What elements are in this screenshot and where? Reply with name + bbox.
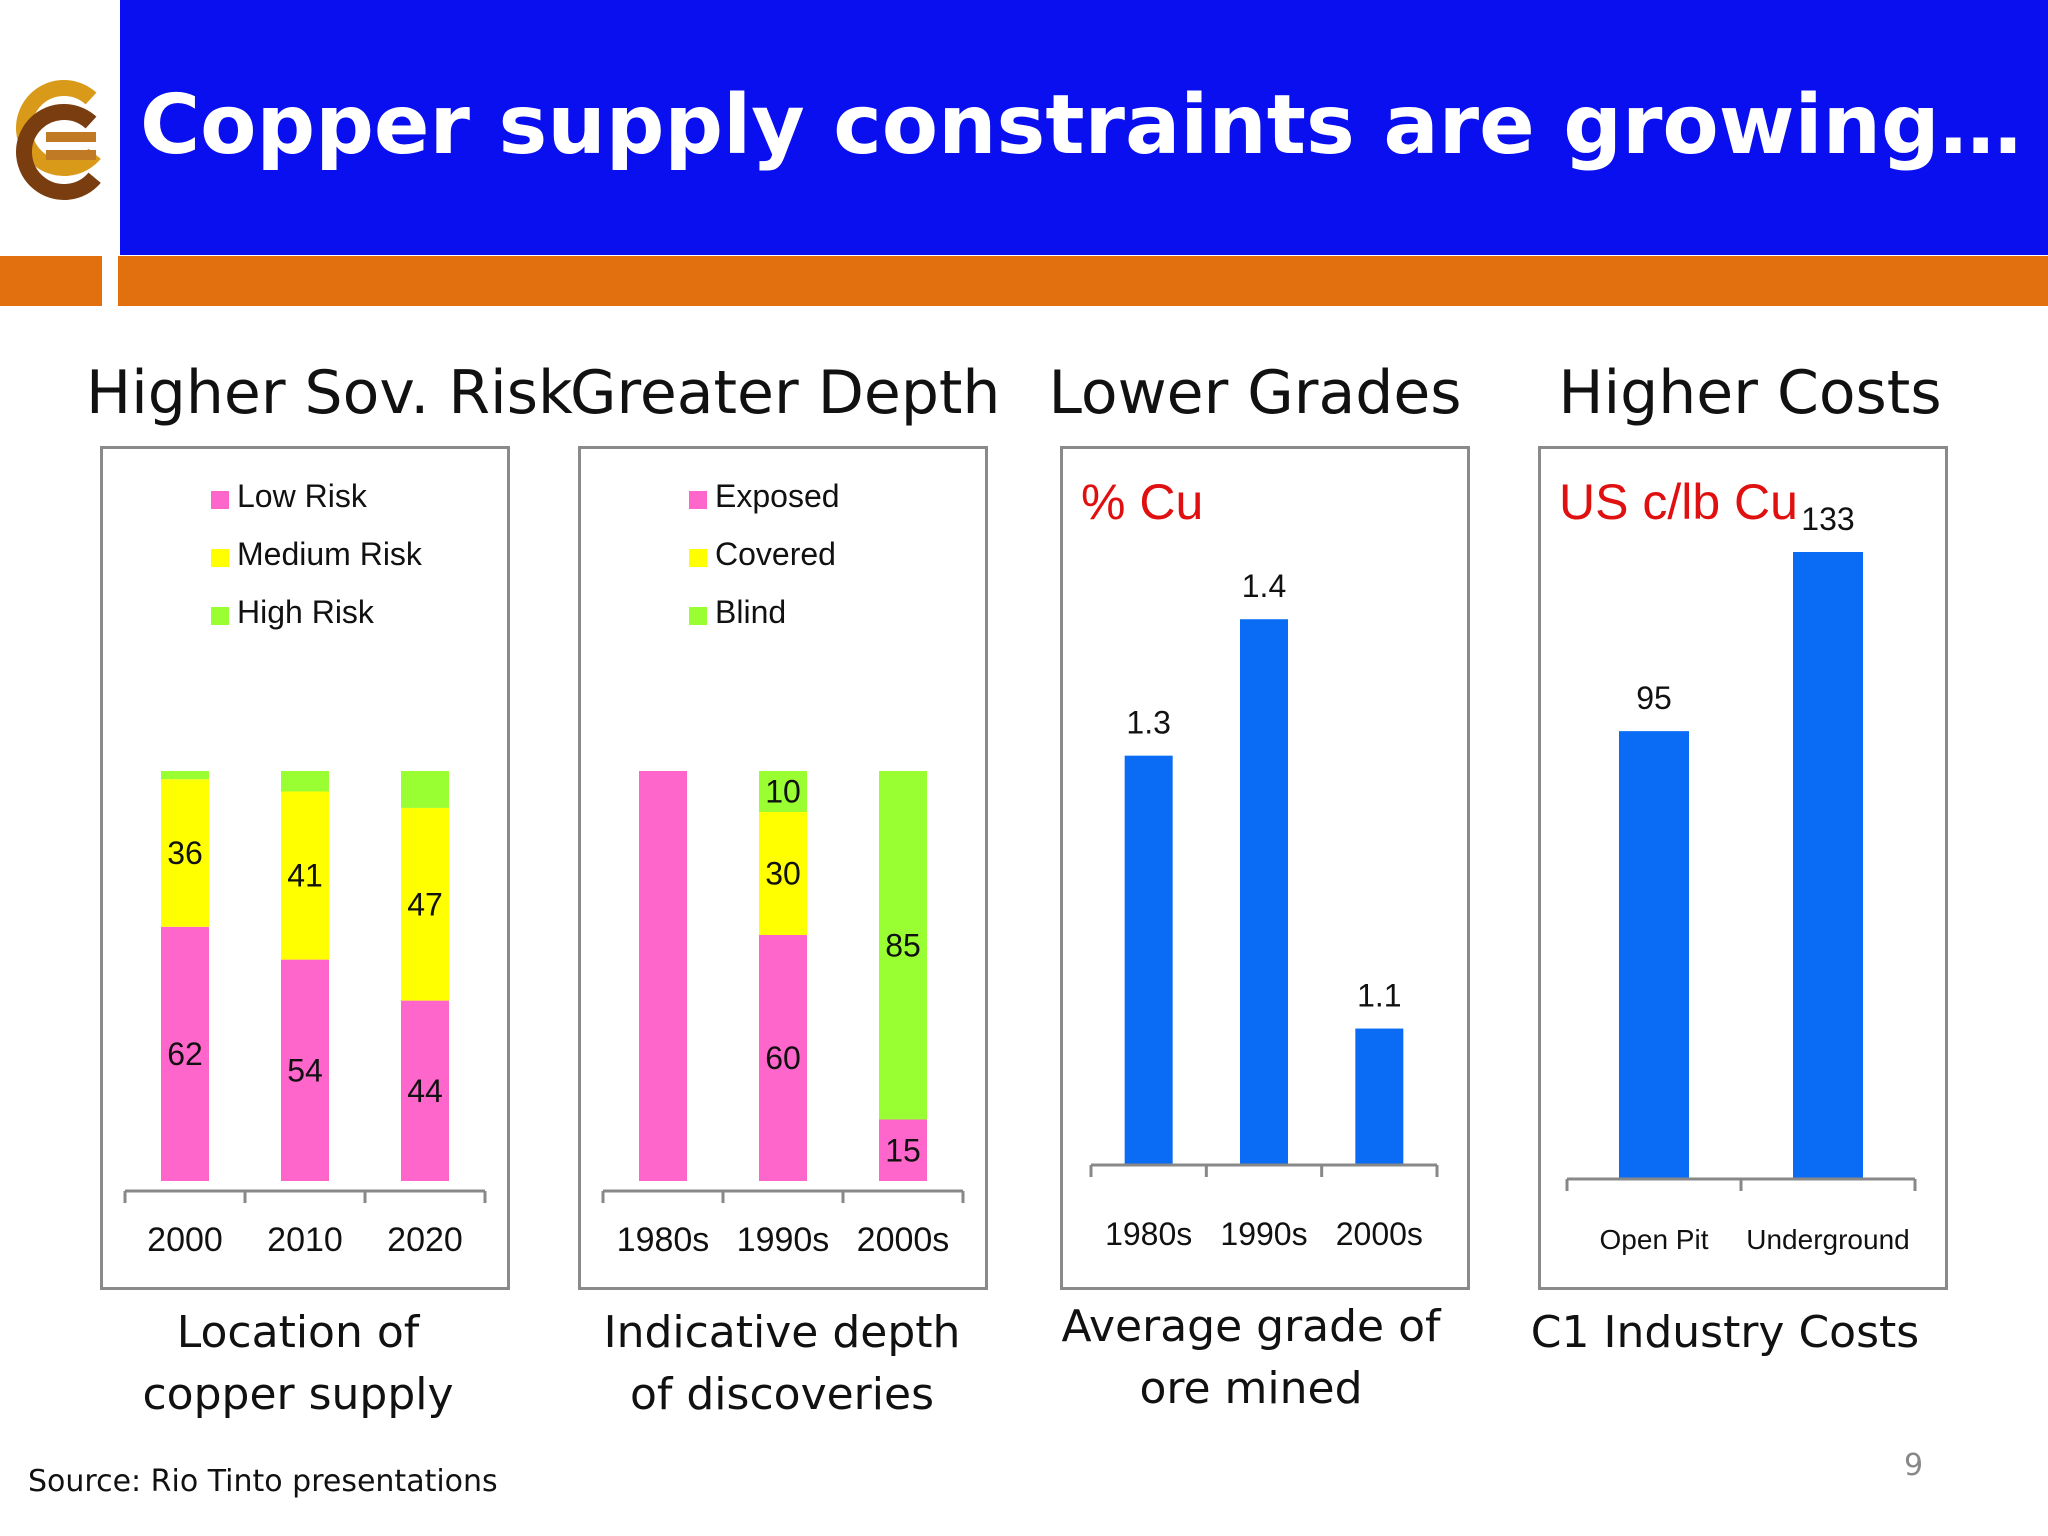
legend-label-blind: Blind xyxy=(715,594,786,630)
caption-line: ore mined xyxy=(1139,1363,1363,1414)
bar-segment-blind-1990s xyxy=(759,771,807,812)
legend-label-exposed: Exposed xyxy=(715,478,840,514)
panel-heading-costs: Higher Costs xyxy=(1558,358,1942,428)
data-label: 47 xyxy=(407,886,443,922)
accent-strip xyxy=(0,256,2048,306)
chart-panel-costs: US c/lb Cu 95 Open Pit 133 Underground xyxy=(1538,446,1948,1290)
unit-label: US c/lb Cu xyxy=(1559,474,1798,530)
x-tick-label-2000s: 2000s xyxy=(857,1221,950,1259)
legend-swatch-high-risk xyxy=(211,607,229,625)
x-tick-label-2000s: 2000s xyxy=(1336,1216,1423,1252)
legend-label-high-risk: High Risk xyxy=(237,594,375,630)
chart-panel-grades: % Cu 1.3 1980s 1.4 1990s 1.1 2000s xyxy=(1060,446,1470,1290)
bar-1990s xyxy=(1240,619,1288,1165)
bar-segment-high-risk-2000 xyxy=(161,771,209,780)
data-label: 133 xyxy=(1801,501,1854,537)
bar-2000s xyxy=(1355,1028,1404,1165)
legend-swatch-low-risk xyxy=(211,491,229,509)
data-label: 30 xyxy=(765,856,801,892)
x-tick-label-2000: 2000 xyxy=(147,1221,223,1259)
bar-segment-low-risk-2020 xyxy=(401,1000,449,1181)
data-label: 44 xyxy=(407,1073,443,1109)
legend-label-medium-risk: Medium Risk xyxy=(237,536,423,572)
data-label: 1.1 xyxy=(1357,978,1401,1014)
bar-segment-blind-2000s xyxy=(879,771,927,1120)
x-tick-label-2010: 2010 xyxy=(267,1221,343,1259)
data-label: 41 xyxy=(287,858,323,894)
data-label: 60 xyxy=(765,1040,801,1076)
page-number: 9 xyxy=(1904,1448,1924,1483)
legend-label-covered: Covered xyxy=(715,536,836,572)
x-tick-label-open-pit: Open Pit xyxy=(1600,1224,1709,1255)
title-banner xyxy=(120,0,2048,255)
chart-grades: % Cu 1.3 1980s 1.4 1990s 1.1 2000s xyxy=(1081,474,1439,1252)
slide-title: Copper supply constraints are growing… xyxy=(140,78,2022,173)
legend-swatch-medium-risk xyxy=(211,549,229,567)
caption-line: Indicative depth xyxy=(603,1307,961,1358)
bar-segment-high-risk-2020 xyxy=(401,771,449,808)
caption-sov-risk: Location of copper supply xyxy=(100,1302,496,1426)
chart-panel-depth: Exposed Covered Blind 1980s 60 30 10 1990s 15 85 2… xyxy=(578,446,988,1290)
copper-logo-icon xyxy=(16,80,112,200)
legend-label-low-risk: Low Risk xyxy=(237,478,368,514)
data-label: 1.4 xyxy=(1242,568,1286,604)
data-label: 1.3 xyxy=(1126,705,1170,741)
chart-costs: US c/lb Cu 95 Open Pit 133 Underground xyxy=(1559,474,1917,1255)
bar-segment-exposed-1990s xyxy=(759,935,807,1181)
x-tick-label-underground: Underground xyxy=(1746,1224,1909,1255)
bar-1980s xyxy=(1124,755,1173,1165)
unit-label: % Cu xyxy=(1081,474,1203,530)
chart-sov-risk: Low Risk Medium Risk High Risk 62 36 2000 54 41… xyxy=(123,478,487,1259)
caption-line: Average grade of xyxy=(1061,1301,1441,1352)
data-label: 85 xyxy=(885,927,921,963)
chart-panel-sov-risk: Low Risk Medium Risk High Risk 62 36 2000 54 41… xyxy=(100,446,510,1290)
source-note: Source: Rio Tinto presentations xyxy=(28,1464,498,1499)
x-tick-label-1980s: 1980s xyxy=(617,1221,710,1259)
bar-underground xyxy=(1793,552,1863,1179)
bar-segment-exposed-2000s xyxy=(879,1119,927,1181)
x-tick-label-2020: 2020 xyxy=(387,1221,463,1259)
x-tick-label-1990s: 1990s xyxy=(1220,1216,1307,1252)
caption-line: of discoveries xyxy=(629,1369,934,1420)
x-tick-label-1990s: 1990s xyxy=(737,1221,830,1259)
bar-segment-medium-risk-2000 xyxy=(161,779,209,927)
caption-line: copper supply xyxy=(142,1369,454,1420)
panel-heading-depth: Greater Depth xyxy=(570,358,1001,428)
caption-line: C1 Industry Costs xyxy=(1530,1307,1920,1358)
data-label: 62 xyxy=(167,1036,203,1072)
bar-segment-low-risk-2010 xyxy=(281,959,329,1181)
chart-depth: Exposed Covered Blind 1980s 60 30 10 1990s 15 85 2… xyxy=(601,478,965,1259)
legend-swatch-exposed xyxy=(689,491,707,509)
logo-area xyxy=(0,0,118,250)
bar-segment-covered-1990s xyxy=(759,812,807,935)
bar-segment-low-risk-2000 xyxy=(161,926,209,1181)
bar-segment-high-risk-2010 xyxy=(281,771,329,792)
bar-segment-exposed-1980s xyxy=(639,771,687,1181)
bar-segment-medium-risk-2020 xyxy=(401,807,449,1001)
data-label: 10 xyxy=(765,774,801,810)
legend-swatch-covered xyxy=(689,549,707,567)
panel-heading-sov-risk: Higher Sov. Risk xyxy=(86,358,573,428)
panel-heading-grades: Lower Grades xyxy=(1048,358,1462,428)
caption-costs: C1 Industry Costs xyxy=(1520,1302,1930,1364)
data-label: 36 xyxy=(167,835,203,871)
data-label: 54 xyxy=(287,1052,323,1088)
x-tick-label-1980s: 1980s xyxy=(1105,1216,1192,1252)
caption-grades: Average grade of ore mined xyxy=(1046,1296,1456,1420)
accent-strip-gap xyxy=(102,250,118,310)
data-label: 95 xyxy=(1636,680,1672,716)
bar-open-pit xyxy=(1619,731,1689,1179)
legend-swatch-blind xyxy=(689,607,707,625)
caption-depth: Indicative depth of discoveries xyxy=(578,1302,986,1426)
caption-line: Location of xyxy=(176,1307,420,1358)
bar-segment-medium-risk-2010 xyxy=(281,791,329,960)
data-label: 15 xyxy=(885,1132,921,1168)
